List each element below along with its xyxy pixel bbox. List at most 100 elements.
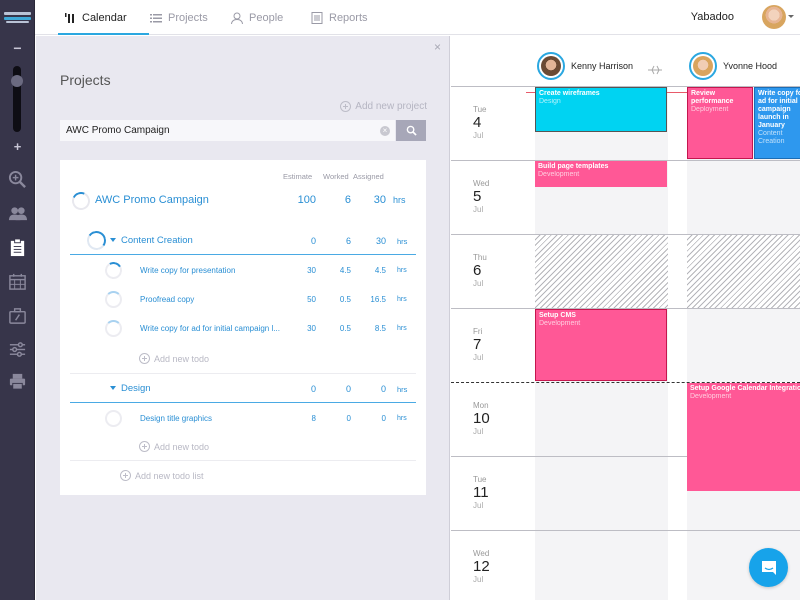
project-estimate: 100 <box>297 194 316 206</box>
column-header-estimate: Estimate <box>283 172 313 181</box>
add-new-todo-button[interactable]: Add new todo <box>139 353 209 364</box>
todo-row[interactable]: Proofread copy 50 0.5 16.5 hrs <box>60 290 426 310</box>
kenny-day-cell[interactable] <box>535 457 668 530</box>
todo-name[interactable]: Write copy for presentation <box>140 266 236 275</box>
todo-list-name[interactable]: Content Creation <box>110 235 193 246</box>
yvonne-day-cell[interactable] <box>687 161 800 234</box>
todo-row[interactable]: Write copy for presentation 30 4.5 4.5 h… <box>60 260 426 281</box>
list-worked: 0 <box>345 384 351 394</box>
active-tab-indicator <box>58 33 149 35</box>
plus-circle-icon <box>139 441 150 452</box>
caret-down-icon[interactable] <box>110 386 116 391</box>
add-new-todo-button[interactable]: Add new todo <box>139 441 209 452</box>
todo-row[interactable]: Design title graphics 8 0 0 hrs <box>60 409 426 429</box>
todo-name[interactable]: Design title graphics <box>140 414 213 423</box>
tab-calendar[interactable]: Calendar <box>58 0 149 35</box>
printer-icon[interactable] <box>8 372 27 391</box>
briefcase-icon[interactable] <box>8 306 27 325</box>
project-name[interactable]: AWC Promo Campaign <box>95 194 209 206</box>
user-menu-caret-icon[interactable] <box>788 15 794 18</box>
todo-list-name[interactable]: Design <box>110 383 151 394</box>
project-progress-ring-icon <box>69 189 93 213</box>
person-name: Yvonne Hood <box>723 61 778 71</box>
todo-list-row[interactable]: Content Creation 0 6 30 hrs <box>60 229 426 252</box>
calendar-grid-icon[interactable] <box>8 272 27 291</box>
add-new-project-button[interactable]: Add new project <box>340 101 427 112</box>
event-subtitle: Development <box>690 393 732 400</box>
event-create-wireframes[interactable]: Create wireframes Design <box>535 87 667 132</box>
day-number: 5 <box>473 188 482 205</box>
kenny-day-cell[interactable] <box>535 383 668 456</box>
event-review-performance[interactable]: Review performance Deployment <box>687 87 753 159</box>
people-icon[interactable] <box>8 204 27 223</box>
list-icon <box>150 13 162 22</box>
clear-search-icon[interactable]: × <box>380 126 390 136</box>
caret-down-icon[interactable] <box>110 238 116 243</box>
event-setup-google-calendar[interactable]: Setup Google Calendar Integration Develo… <box>687 383 800 491</box>
left-rail: − + <box>0 0 35 600</box>
month: Jul <box>473 131 484 140</box>
calendar-view: Kenny Harrison Yvonne Hood Tue 4 Jul Wed 5 J… <box>451 36 800 600</box>
todo-estimate: 30 <box>307 324 316 333</box>
list-divider <box>70 254 416 255</box>
zoom-in-button[interactable]: + <box>13 139 22 154</box>
todo-unit: hrs <box>397 267 407 274</box>
todo-assigned: 0 <box>381 414 386 423</box>
zoom-out-button[interactable]: − <box>13 40 22 56</box>
column-header-assigned: Assigned <box>353 172 384 181</box>
zoom-slider-handle[interactable] <box>11 75 23 87</box>
person-name: Kenny Harrison <box>571 61 634 71</box>
clipboard-icon[interactable] <box>8 238 27 257</box>
chat-support-button[interactable] <box>749 548 788 587</box>
project-row[interactable]: AWC Promo Campaign 100 6 30 hrs <box>60 189 426 214</box>
person-icon <box>231 12 243 24</box>
day-of-week: Wed <box>473 549 490 558</box>
month: Jul <box>473 427 484 436</box>
close-panel-button[interactable]: × <box>433 40 441 54</box>
list-estimate: 0 <box>310 236 316 246</box>
yvonne-unavailable-cell[interactable] <box>687 235 800 308</box>
todo-worked: 4.5 <box>339 266 351 275</box>
todo-name[interactable]: Write copy for ad for initial campaign l… <box>140 324 280 333</box>
day-number: 7 <box>473 336 482 353</box>
todo-progress-ring-icon <box>105 410 122 427</box>
project-unit: hrs <box>393 195 406 205</box>
user-name[interactable]: Yabadoo <box>690 11 734 23</box>
avatar <box>537 52 565 80</box>
todo-name[interactable]: Proofread copy <box>140 295 195 304</box>
tab-people-label: People <box>249 11 284 24</box>
person-header-yvonne[interactable]: Yvonne Hood <box>689 52 777 80</box>
event-setup-cms[interactable]: Setup CMS Development <box>535 309 667 381</box>
app-logo-icon[interactable] <box>4 12 31 24</box>
tab-people[interactable]: People <box>231 0 283 35</box>
day-label: Tue 4 Jul <box>473 105 487 140</box>
yvonne-day-cell[interactable] <box>687 309 800 382</box>
link-people-icon[interactable] <box>648 63 662 77</box>
add-new-todo-list-button[interactable]: Add new todo list <box>120 470 204 481</box>
zoom-in-icon[interactable] <box>8 170 27 189</box>
user-avatar[interactable] <box>762 5 786 29</box>
kenny-unavailable-cell[interactable] <box>535 235 668 308</box>
list-divider <box>70 402 416 403</box>
todo-row[interactable]: Write copy for ad for initial campaign l… <box>60 319 426 339</box>
zoom-slider-track[interactable] <box>13 66 21 132</box>
event-subtitle: Content Creation <box>758 130 785 145</box>
tab-projects-label: Projects <box>168 11 208 24</box>
tab-projects[interactable]: Projects <box>150 0 208 35</box>
event-build-page-templates[interactable]: Build page templates Development <box>535 161 667 187</box>
day-row: Thu 6 Jul <box>451 234 800 308</box>
event-write-copy-ad[interactable]: Write copy for ad for initial campaign l… <box>754 87 800 159</box>
kenny-day-cell[interactable] <box>535 531 668 600</box>
search-icon <box>406 125 417 136</box>
add-new-project-label: Add new project <box>355 101 427 112</box>
todo-list-row[interactable]: Design 0 0 0 hrs <box>60 378 426 400</box>
tab-reports[interactable]: Reports <box>311 0 368 35</box>
person-header-kenny[interactable]: Kenny Harrison <box>537 52 633 80</box>
event-title: Review performance <box>691 90 734 105</box>
column-header-worked: Worked <box>323 172 349 181</box>
project-search-input[interactable] <box>60 120 395 141</box>
search-button[interactable] <box>396 120 426 141</box>
sliders-icon[interactable] <box>8 340 27 359</box>
todo-assigned: 8.5 <box>374 324 386 333</box>
